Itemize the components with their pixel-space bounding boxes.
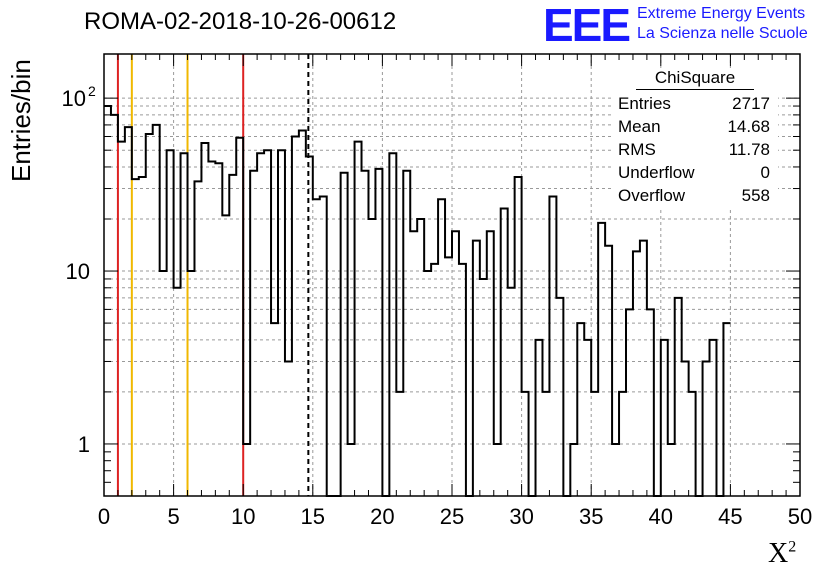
x-tick-label: 0: [98, 504, 110, 529]
stat-label: Overflow: [618, 186, 686, 205]
stat-label: Entries: [618, 94, 671, 113]
x-tick-label: 30: [509, 504, 533, 529]
x-tick-label: 35: [579, 504, 603, 529]
x-axis-label: X2: [768, 538, 796, 570]
x-tick-label: 50: [788, 504, 812, 529]
marker-lines: [116, 54, 310, 496]
stat-value: 11.78: [728, 140, 770, 159]
stat-value: 0: [760, 163, 770, 182]
histogram-line: [104, 105, 731, 497]
logo-line-1: Extreme Energy Events: [637, 5, 806, 22]
stat-row-mean: Mean 14.68: [612, 115, 778, 138]
x-tick-label: 10: [231, 504, 255, 529]
stat-row-entries: Entries 2717: [612, 92, 778, 115]
x-tick-label: 5: [167, 504, 179, 529]
y-axis-label: Entries/bin: [6, 59, 36, 182]
y-tick-label: 1: [78, 432, 90, 457]
stat-label: Underflow: [618, 163, 695, 182]
x-tick-label: 40: [649, 504, 673, 529]
x-axis: 0 5 10 15 20 25 30 35 40 45 50: [98, 54, 812, 529]
x-axis-label-base: X: [768, 538, 789, 569]
stat-row-overflow: Overflow 558: [612, 184, 778, 207]
chart-title: ROMA-02-2018-10-26-00612: [84, 8, 397, 35]
stat-label: Mean: [618, 117, 661, 136]
x-tick-label: 20: [370, 504, 394, 529]
logo-line-2: La Scienza nelle Scuole: [637, 25, 808, 42]
stats-box: ChiSquare Entries 2717 Mean 14.68 RMS 11…: [612, 68, 778, 207]
stat-value: 558: [741, 186, 770, 205]
stat-value: 14.68: [727, 117, 770, 136]
y-tick-label: 10: [66, 259, 90, 284]
y-tick-label-sup: 2: [88, 83, 96, 99]
eee-logo: EEE: [543, 0, 631, 51]
stats-title: ChiSquare: [636, 68, 754, 90]
y-tick-label: 10: [62, 86, 86, 111]
stat-row-underflow: Underflow 0: [612, 161, 778, 184]
x-tick-label: 45: [718, 504, 742, 529]
stat-row-rms: RMS 11.78: [612, 138, 778, 161]
x-tick-label: 25: [440, 504, 464, 529]
x-axis-label-sup: 2: [788, 538, 797, 556]
stat-value: 2717: [732, 94, 770, 113]
stat-label: RMS: [618, 140, 656, 159]
x-tick-label: 15: [301, 504, 325, 529]
